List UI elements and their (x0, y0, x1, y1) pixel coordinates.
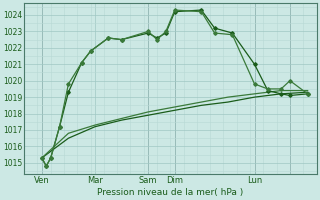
X-axis label: Pression niveau de la mer( hPa ): Pression niveau de la mer( hPa ) (97, 188, 244, 197)
